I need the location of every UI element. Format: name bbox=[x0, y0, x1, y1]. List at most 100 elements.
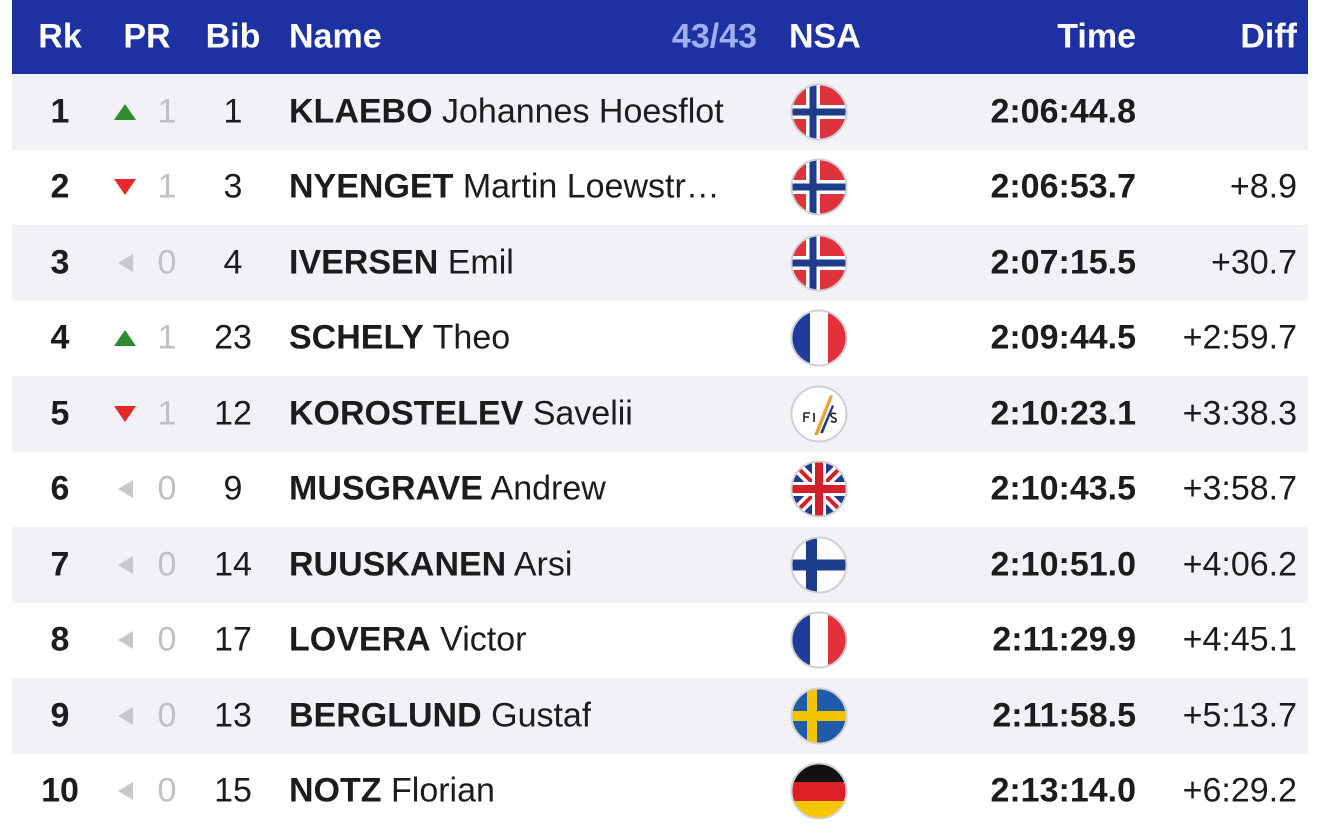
time: 2:10:43.5 bbox=[990, 469, 1136, 508]
nsa-flag bbox=[790, 83, 848, 141]
result-row: 8 0 17 LOVERA Victor 2:11:29.9 +4:45.1 bbox=[12, 602, 1308, 678]
pr: 0 bbox=[157, 545, 177, 584]
given: Emil bbox=[447, 243, 514, 282]
athlete-name: BERGLUND Gustaf bbox=[289, 696, 591, 735]
bib: 23 bbox=[214, 318, 252, 357]
bib: 15 bbox=[214, 771, 252, 810]
diff: +8.9 bbox=[1229, 167, 1297, 206]
pr: 0 bbox=[157, 771, 177, 810]
header-name: Name bbox=[289, 17, 382, 56]
header-diff: Diff bbox=[1240, 17, 1297, 56]
time: 2:11:29.9 bbox=[992, 620, 1136, 659]
nsa-flag bbox=[790, 385, 848, 443]
time: 2:11:58.5 bbox=[992, 696, 1136, 735]
given: Arsi bbox=[513, 545, 573, 584]
time: 2:10:23.1 bbox=[990, 394, 1136, 433]
bib: 9 bbox=[223, 469, 243, 508]
pr: 0 bbox=[157, 243, 177, 282]
nsa-flag bbox=[790, 309, 848, 367]
time: 2:09:44.5 bbox=[990, 318, 1136, 357]
pr-arrow bbox=[113, 176, 137, 198]
nsa-flag bbox=[790, 536, 848, 594]
surname: MUSGRAVE bbox=[289, 469, 483, 508]
athlete-name: RUUSKANEN Arsi bbox=[289, 545, 572, 584]
result-row: 2 1 3 NYENGET Martin Loewstr… 2:06:53.7 +8.9 bbox=[12, 149, 1308, 225]
pr-arrow bbox=[113, 252, 137, 274]
diff: +6:29.2 bbox=[1182, 771, 1297, 810]
given: Victor bbox=[440, 620, 527, 659]
given: Savelii bbox=[532, 394, 633, 433]
athlete-name: LOVERA Victor bbox=[289, 621, 526, 660]
time: 2:07:15.5 bbox=[990, 243, 1136, 282]
diff: +3:58.7 bbox=[1182, 469, 1297, 508]
athlete-name: SCHELY Theo bbox=[289, 319, 510, 358]
bib: 1 bbox=[223, 92, 243, 131]
rk: 4 bbox=[50, 318, 70, 357]
given: Gustaf bbox=[491, 696, 592, 735]
diff: +4:06.2 bbox=[1182, 545, 1297, 584]
given: Florian bbox=[391, 771, 495, 810]
surname: SCHELY bbox=[289, 318, 424, 357]
time: 2:13:14.0 bbox=[990, 771, 1136, 810]
rk: 9 bbox=[50, 696, 70, 735]
result-row: 10 0 15 NOTZ Florian 2:13:14.0 +6:29.2 bbox=[12, 753, 1308, 829]
pr: 1 bbox=[157, 167, 177, 206]
pr: 0 bbox=[157, 696, 177, 735]
pr: 1 bbox=[157, 92, 177, 131]
header-time: Time bbox=[1057, 17, 1136, 56]
header-count: 43/43 bbox=[671, 17, 757, 56]
nsa-flag bbox=[790, 611, 848, 669]
nsa-flag bbox=[790, 460, 848, 518]
rk: 2 bbox=[50, 167, 70, 206]
bib: 14 bbox=[214, 545, 252, 584]
diff: +5:13.7 bbox=[1182, 696, 1297, 735]
pr: 1 bbox=[157, 318, 177, 357]
surname: KOROSTELEV bbox=[289, 394, 524, 433]
pr: 0 bbox=[157, 469, 177, 508]
surname: LOVERA bbox=[289, 620, 431, 659]
pr-arrow bbox=[113, 403, 137, 425]
pr-arrow bbox=[113, 554, 137, 576]
nsa-flag bbox=[790, 158, 848, 216]
diff: +2:59.7 bbox=[1182, 318, 1297, 357]
surname: NOTZ bbox=[289, 771, 382, 810]
bib: 4 bbox=[223, 243, 243, 282]
pr: 0 bbox=[157, 620, 177, 659]
time: 2:06:44.8 bbox=[990, 92, 1136, 131]
bib: 3 bbox=[223, 167, 243, 206]
rk: 3 bbox=[50, 243, 70, 282]
rk: 10 bbox=[41, 771, 79, 810]
athlete-name: KLAEBO Johannes Hoesflot bbox=[289, 92, 724, 131]
athlete-name: NOTZ Florian bbox=[289, 772, 495, 811]
surname: NYENGET bbox=[289, 167, 454, 206]
rk: 7 bbox=[50, 545, 70, 584]
table-header: Rk PR Bib Name 43/43 NSA Time Diff bbox=[12, 0, 1308, 74]
given: Martin Loewstr… bbox=[462, 167, 720, 206]
pr-arrow bbox=[113, 478, 137, 500]
nsa-flag bbox=[790, 234, 848, 292]
surname: RUUSKANEN bbox=[289, 545, 507, 584]
surname: KLAEBO bbox=[289, 92, 433, 131]
pr-arrow bbox=[113, 101, 137, 123]
bib: 13 bbox=[214, 696, 252, 735]
athlete-name: NYENGET Martin Loewstr… bbox=[289, 168, 720, 207]
result-row: 7 0 14 RUUSKANEN Arsi 2:10:51.0 +4:06.2 bbox=[12, 527, 1308, 603]
pr-arrow bbox=[113, 629, 137, 651]
time: 2:06:53.7 bbox=[990, 167, 1136, 206]
time: 2:10:51.0 bbox=[990, 545, 1136, 584]
result-row: 1 1 1 KLAEBO Johannes Hoesflot 2:06:44.8 bbox=[12, 74, 1308, 150]
nsa-flag bbox=[790, 762, 848, 820]
result-row: 6 0 9 MUSGRAVE Andrew 2:10:43.5 +3:58.7 bbox=[12, 451, 1308, 527]
result-row: 5 1 12 KOROSTELEV Savelii 2:10:23.1 +3:38.3 bbox=[12, 376, 1308, 452]
rk: 5 bbox=[50, 394, 70, 433]
athlete-name: IVERSEN Emil bbox=[289, 243, 514, 282]
header-nsa: NSA bbox=[789, 17, 861, 56]
given: Andrew bbox=[490, 469, 606, 508]
rk: 6 bbox=[50, 469, 70, 508]
header-pr: PR bbox=[123, 17, 171, 56]
diff: +4:45.1 bbox=[1182, 620, 1297, 659]
header-rk: Rk bbox=[38, 17, 82, 56]
header-bib: Bib bbox=[205, 17, 261, 56]
bib: 12 bbox=[214, 394, 252, 433]
